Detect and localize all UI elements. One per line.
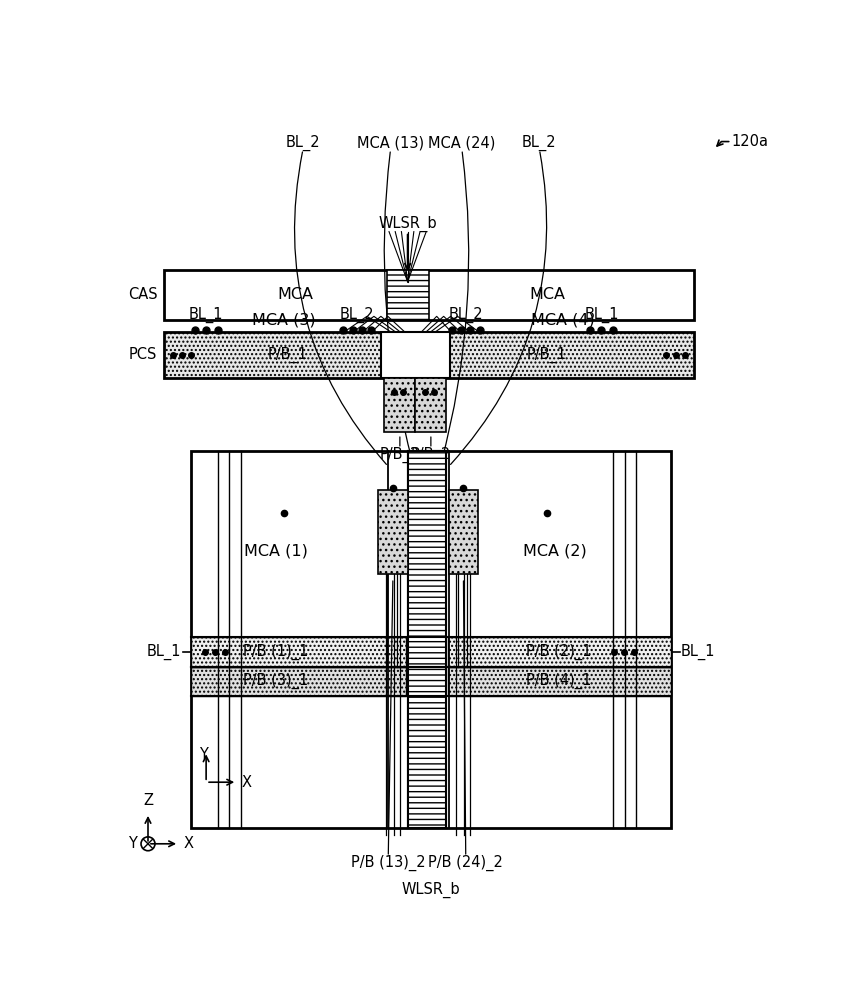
Text: MCA (1): MCA (1) — [244, 544, 308, 559]
Text: P/B (2)_1: P/B (2)_1 — [526, 644, 592, 660]
Text: WLSR_b: WLSR_b — [379, 216, 437, 232]
Text: P/B_2: P/B_2 — [379, 447, 420, 463]
Text: BL_2: BL_2 — [286, 135, 320, 151]
Bar — [448, 637, 671, 667]
Bar — [380, 332, 450, 378]
Bar — [164, 270, 695, 320]
Text: X-DEC: X-DEC — [393, 347, 438, 362]
Text: P/B (3)_1: P/B (3)_1 — [244, 673, 309, 689]
Bar — [408, 451, 447, 828]
Text: P/B (13)_2: P/B (13)_2 — [351, 855, 426, 871]
Text: MCA (13): MCA (13) — [357, 136, 424, 151]
Text: X: X — [242, 775, 252, 790]
Bar — [164, 332, 695, 378]
Text: BL_2: BL_2 — [448, 306, 483, 323]
Bar — [191, 451, 671, 828]
Text: BL_1: BL_1 — [584, 306, 619, 323]
Text: MCA (4): MCA (4) — [531, 313, 594, 328]
Text: MCA (3): MCA (3) — [252, 313, 315, 328]
Bar — [191, 637, 406, 667]
Text: PCS: PCS — [129, 347, 158, 362]
Bar — [384, 378, 416, 432]
Text: X: X — [184, 836, 194, 851]
Text: WLSR_b: WLSR_b — [401, 882, 460, 898]
Text: CAS: CAS — [127, 287, 158, 302]
Text: P/B (4)_1: P/B (4)_1 — [526, 673, 592, 689]
Bar — [448, 490, 478, 574]
Bar — [387, 270, 429, 320]
Bar — [379, 490, 408, 574]
Text: P/B_1: P/B_1 — [267, 347, 308, 363]
Text: BL_1: BL_1 — [147, 644, 181, 660]
Text: Y: Y — [128, 836, 137, 851]
Text: Y: Y — [199, 747, 208, 762]
Text: P/B (1)_1: P/B (1)_1 — [243, 644, 309, 660]
Text: P/B_2: P/B_2 — [411, 447, 451, 463]
Text: P/B (24)_2: P/B (24)_2 — [428, 855, 503, 871]
Text: MCA (24): MCA (24) — [428, 136, 496, 151]
Bar — [416, 378, 447, 432]
Bar — [191, 667, 406, 696]
Text: 120a: 120a — [732, 134, 769, 149]
Text: BL_2: BL_2 — [340, 306, 374, 323]
Text: Z: Z — [143, 793, 153, 808]
Bar — [448, 667, 671, 696]
Text: MCA (2): MCA (2) — [523, 544, 587, 559]
Text: P/B_1: P/B_1 — [527, 347, 567, 363]
Text: BL_2: BL_2 — [522, 135, 556, 151]
Text: MCA: MCA — [529, 287, 565, 302]
Bar — [408, 451, 447, 828]
Text: BL_1: BL_1 — [189, 306, 223, 323]
Text: MCA: MCA — [277, 287, 314, 302]
Text: BL_1: BL_1 — [680, 644, 715, 660]
